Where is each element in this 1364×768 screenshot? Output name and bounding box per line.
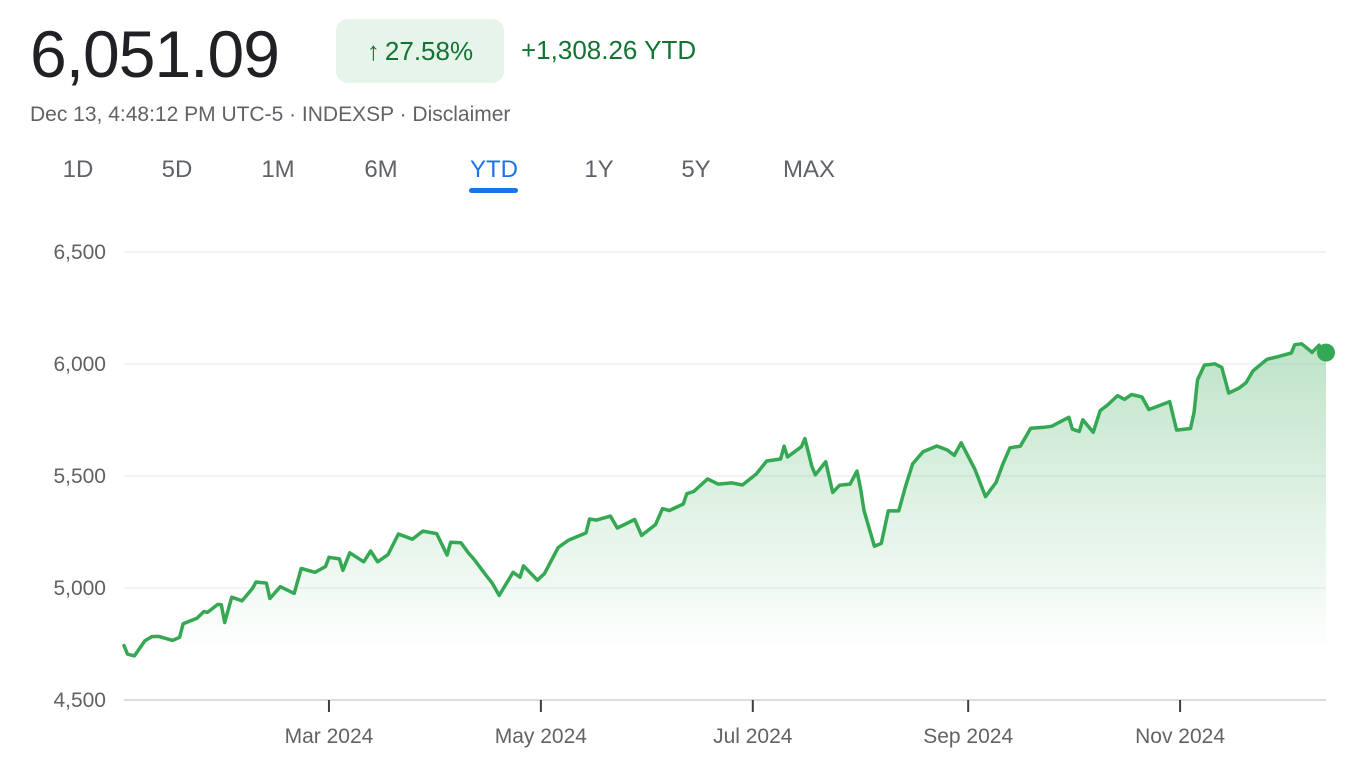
x-axis: Mar 2024 May 2024 Jul 2024 Sep 2024 Nov 2024 — [285, 700, 1225, 748]
tab-5y[interactable]: 5Y — [681, 156, 711, 183]
active-tab-indicator — [469, 188, 518, 193]
disclaimer-link[interactable]: Disclaimer — [412, 103, 511, 126]
y-tick-label: 6,000 — [53, 353, 106, 376]
x-tick-label: Sep 2024 — [923, 725, 1013, 748]
x-tick-label: May 2024 — [495, 725, 588, 748]
x-tick-label: Jul 2024 — [713, 725, 793, 748]
tab-1d[interactable]: 1D — [62, 156, 94, 183]
price-area-fill — [124, 343, 1326, 656]
ytd-change: +1,308.26 YTD — [521, 35, 697, 65]
y-tick-label: 5,000 — [53, 577, 106, 600]
change-percent: 27.58% — [384, 35, 474, 66]
last-price-marker — [1317, 343, 1335, 362]
y-axis: 6,500 6,000 5,500 5,000 4,500 — [53, 241, 106, 712]
x-tick-label: Mar 2024 — [285, 725, 374, 748]
tab-5d[interactable]: 5D — [161, 156, 193, 183]
tab-1y[interactable]: 1Y — [584, 156, 614, 183]
price-line — [122, 342, 1328, 658]
y-tick-label: 6,500 — [53, 241, 106, 264]
arrow-up-icon: ↑ — [366, 35, 380, 66]
timestamp-exchange: Dec 13, 4:48:12 PM UTC-5 · INDEXSP · — [30, 103, 413, 126]
quote-meta: Dec 13, 4:48:12 PM UTC-5 · INDEXSP · Dis… — [30, 102, 510, 128]
tab-6m[interactable]: 6M — [364, 156, 398, 183]
tab-ytd[interactable]: YTD — [470, 156, 518, 183]
tab-1m[interactable]: 1M — [261, 156, 295, 183]
y-tick-label: 4,500 — [53, 689, 106, 712]
y-tick-label: 5,500 — [53, 465, 106, 488]
current-price: 6,051.09 — [30, 17, 280, 91]
range-tabs: 1D 5D 1M 6M YTD 1Y 5Y MAX — [0, 150, 900, 200]
change-percent-badge: ↑ 27.58% — [336, 19, 504, 83]
x-tick-label: Nov 2024 — [1135, 725, 1225, 748]
tab-max[interactable]: MAX — [782, 156, 836, 183]
